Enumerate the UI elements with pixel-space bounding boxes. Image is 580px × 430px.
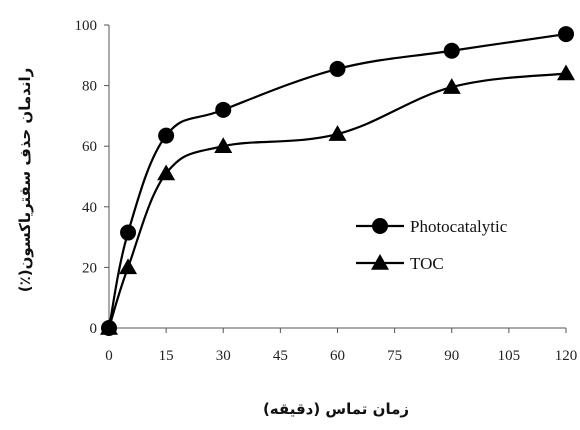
x-tick-label: 15 [159, 348, 174, 364]
y-tick-label: 80 [82, 79, 97, 95]
x-axis-title: زمان تماس (دقیقه) [263, 400, 409, 418]
legend-item-toc: TOC [356, 254, 444, 273]
series-layer [100, 26, 575, 336]
y-ticks: 0 20 40 60 80 100 [75, 18, 109, 337]
data-point-photocatalytic [158, 127, 175, 144]
x-tick-label: 105 [498, 348, 521, 364]
legend-item-photocatalytic: Photocatalytic [356, 217, 508, 236]
legend-label: TOC [410, 254, 444, 273]
data-point-photocatalytic [215, 101, 232, 118]
y-tick-label: 100 [75, 18, 98, 34]
data-point-photocatalytic [120, 224, 137, 241]
x-tick-label: 45 [273, 348, 288, 364]
data-point-photocatalytic [558, 26, 574, 43]
legend-label: Photocatalytic [410, 217, 508, 236]
y-tick-label: 20 [82, 260, 97, 276]
data-point-toc [328, 125, 347, 141]
data-point-photocatalytic [443, 42, 460, 59]
y-axis-title: راندمان حذف سفتریاکسون(٪) [16, 68, 34, 292]
data-point-toc [557, 64, 575, 81]
x-tick-label: 60 [330, 348, 345, 364]
legend-marker [371, 254, 389, 270]
series-line-toc [107, 72, 567, 329]
data-point-toc [214, 137, 233, 153]
data-point-toc [442, 78, 461, 94]
data-point-photocatalytic [329, 60, 346, 77]
data-point-toc [100, 319, 118, 335]
legend-marker [372, 218, 388, 234]
x-ticks: 0 15 30 45 60 75 90 105 120 [105, 328, 577, 364]
x-tick-label: 30 [216, 348, 231, 364]
series-toc [100, 64, 575, 335]
legend: Photocatalytic TOC [356, 217, 508, 273]
data-point-toc [119, 258, 138, 275]
y-tick-label: 0 [90, 321, 98, 337]
series-photocatalytic [101, 26, 574, 336]
x-tick-label: 75 [387, 348, 402, 364]
x-tick-label: 120 [555, 348, 578, 364]
x-tick-label: 90 [444, 348, 459, 364]
y-tick-label: 60 [82, 139, 97, 155]
y-tick-label: 40 [82, 200, 97, 216]
data-point-toc [157, 164, 176, 181]
x-tick-label: 0 [105, 348, 113, 364]
